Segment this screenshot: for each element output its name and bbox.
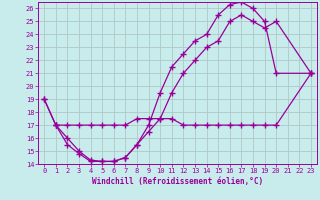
X-axis label: Windchill (Refroidissement éolien,°C): Windchill (Refroidissement éolien,°C) bbox=[92, 177, 263, 186]
